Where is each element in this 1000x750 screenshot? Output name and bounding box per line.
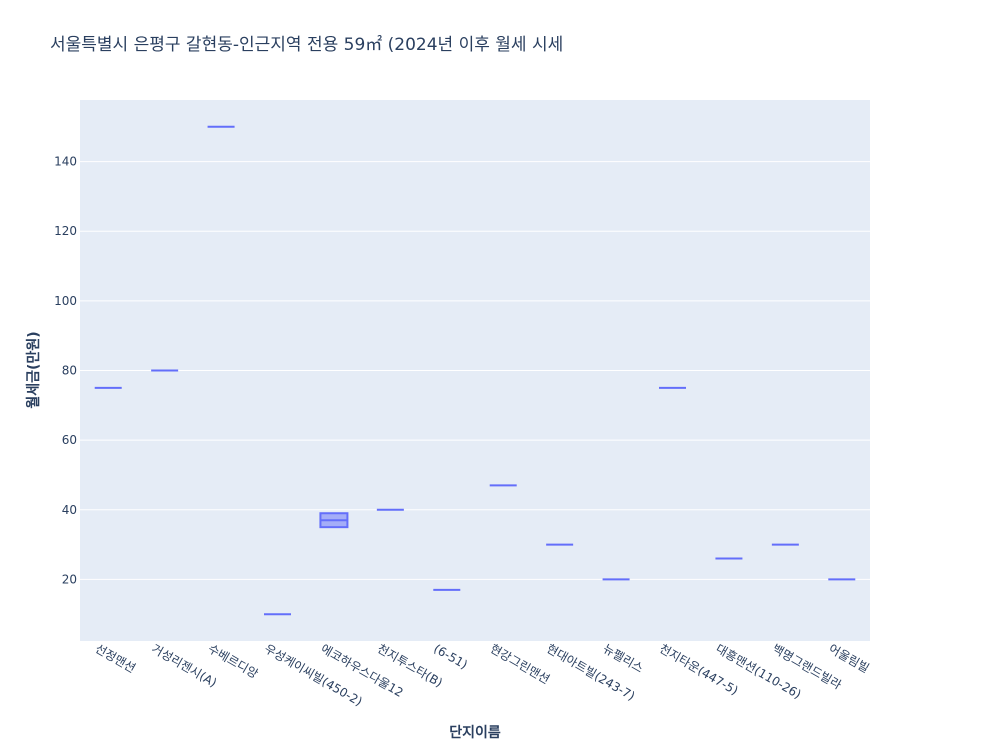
grid-lines <box>80 161 870 580</box>
x-tick-label: (6-51) <box>431 641 470 671</box>
y-tick-label: 40 <box>62 503 77 517</box>
x-axis-ticks: 선정맨션 거성리젠시(A)수베르디앙 우성케이씨빌(450-2)에코하우스다울12천… <box>93 641 872 709</box>
x-tick-label: 뉴펠리스 <box>601 641 646 675</box>
x-tick-label: 어울림빌 <box>826 641 871 675</box>
box-4[interactable] <box>319 512 349 529</box>
y-axis-title: 월세금(만원) <box>25 331 42 408</box>
x-tick-label: 선정맨션 <box>93 641 138 675</box>
x-axis-title: 단지이름 <box>449 724 501 741</box>
y-axis-ticks: 20 40 60 80 100 120 140 <box>54 155 77 587</box>
y-tick-label: 80 <box>62 364 77 378</box>
y-tick-label: 100 <box>54 294 77 308</box>
x-tick-label: 우성케이씨빌(450-2) <box>262 641 365 708</box>
x-tick-label: 현강그린맨션 <box>488 641 552 686</box>
chart-title: 서울특별시 은평구 갈현동-인근지역 전용 59㎡ (2024년 이후 월세 시… <box>50 35 563 55</box>
y-tick-label: 140 <box>54 155 77 169</box>
y-tick-label: 120 <box>54 224 77 238</box>
box-series <box>94 125 856 616</box>
y-tick-label: 20 <box>62 572 77 586</box>
y-tick-label: 60 <box>62 433 77 447</box>
